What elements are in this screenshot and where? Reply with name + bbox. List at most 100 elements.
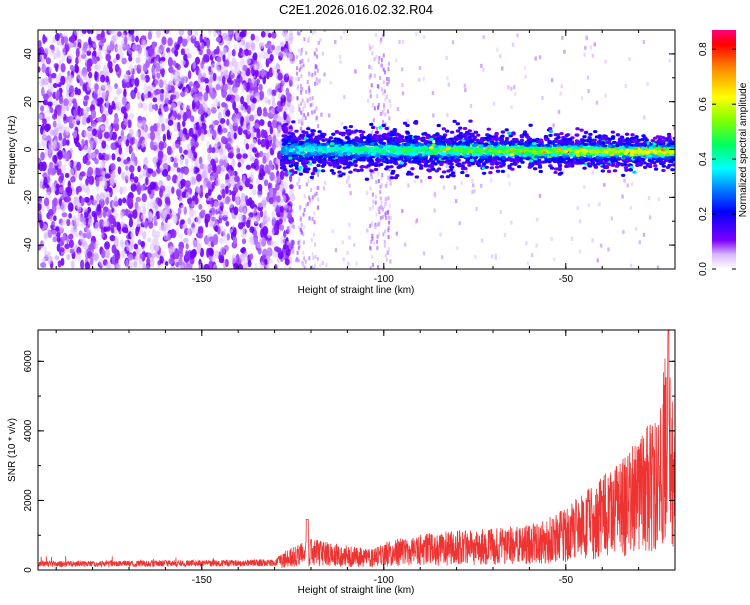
spectrogram-stripe-cell	[379, 184, 382, 189]
spectrogram-noise-cell	[217, 111, 222, 121]
spectrogram-noise-cell	[68, 212, 72, 219]
spectrogram-signal-cell	[320, 169, 326, 173]
spectrogram-noise-cell	[261, 42, 265, 49]
spectrogram-signal-cell	[455, 129, 461, 133]
spectrogram-stripe-cell	[314, 64, 317, 69]
spectrogram-noise-cell	[225, 110, 231, 117]
spectrogram-faint-cell	[301, 107, 305, 112]
spectrogram-noise-cell	[230, 179, 236, 188]
spectrogram-signal-cell	[653, 164, 658, 168]
spectrogram-stripe-cell	[296, 256, 299, 261]
spectrogram-stripe-cell	[380, 182, 383, 187]
spectrogram-noise-cell	[121, 226, 127, 233]
spectrogram-noise-cell	[146, 237, 152, 243]
spectrogram-stripe-cell	[296, 84, 299, 89]
spectrogram-noise-cell	[101, 91, 108, 100]
spectrogram-noise-cell	[137, 102, 142, 109]
spectrogram-stripe-cell	[301, 86, 304, 91]
spectrogram-stripe-cell	[313, 51, 316, 56]
spectrogram-stripe-cell	[387, 226, 390, 231]
spectrogram-noise-cell	[139, 253, 144, 259]
spectrogram-noise-cell	[191, 238, 197, 249]
spectrogram-noise-cell	[166, 145, 172, 156]
spectrogram-noise-cell	[61, 36, 65, 46]
spectrogram-noise-cell	[172, 60, 177, 67]
spectrogram-stripe-cell	[383, 103, 386, 108]
spectrogram-faint-cell	[415, 31, 418, 36]
spectrogram-noise-cell	[222, 210, 229, 218]
spectrogram-noise-cell	[248, 197, 253, 207]
spectrogram-stripe-cell	[311, 217, 314, 222]
spectrogram-noise-cell	[219, 210, 224, 218]
spectrogram-noise-cell	[217, 124, 222, 133]
spectrogram-stripe-cell	[375, 55, 378, 60]
spectrogram-stripe-cell	[297, 258, 300, 263]
spectrogram-noise-cell	[40, 137, 45, 147]
spectrogram-faint-cell	[433, 208, 436, 213]
spectrogram-noise-cell	[83, 41, 89, 49]
spectrogram-noise-cell	[250, 132, 255, 139]
spectrogram-noise-cell	[121, 96, 127, 106]
spectrogram-noise-cell	[97, 116, 103, 123]
spectrogram-noise-cell	[272, 250, 278, 258]
spectrogram-noise-cell	[48, 143, 54, 154]
spectrogram-signal-cell	[575, 127, 580, 131]
spectrogram-signal-cell	[458, 126, 463, 130]
spectrogram-noise-cell	[209, 220, 214, 228]
spectrogram-noise-cell	[220, 246, 226, 257]
spectrogram-noise-cell	[192, 60, 197, 70]
spectrogram-stripe-cell	[371, 221, 374, 226]
spectrogram-noise-cell	[284, 31, 288, 41]
spectrogram-noise-cell	[176, 100, 183, 107]
spectrogram-noise-cell	[103, 131, 110, 139]
spectrogram-noise-cell	[39, 125, 44, 135]
spectrogram-noise-cell	[211, 207, 216, 216]
spectrogram-faint-cell	[445, 55, 448, 60]
spectrogram-faint-cell	[323, 72, 326, 77]
spectrogram-signal-cell	[290, 132, 295, 136]
spectrogram-faint-cell	[600, 243, 603, 248]
spectrogram-noise-cell	[125, 258, 129, 269]
spectrogram-signal-cell	[381, 123, 386, 128]
spectrogram-noise-cell	[55, 64, 59, 72]
spectrogram-noise-cell	[122, 197, 127, 204]
spectrogram-noise-cell	[178, 233, 183, 240]
spectrogram-noise-cell	[220, 165, 226, 172]
spectrogram-stripe-cell	[387, 109, 390, 114]
spectrogram-noise-cell	[241, 83, 245, 92]
spectrogram-signal-cell	[547, 127, 553, 131]
spectrogram-noise-cell	[174, 249, 180, 260]
spectrogram-stripe-cell	[382, 67, 385, 72]
spectrogram-signal-cell	[348, 170, 353, 174]
spectrogram-faint-cell	[482, 67, 485, 72]
spectrogram-signal-cell	[667, 163, 672, 167]
spectrogram-noise-cell	[204, 77, 209, 84]
spectrogram-noise-cell	[202, 180, 207, 191]
spectrogram-signal-cell	[445, 175, 451, 179]
spectrogram-noise-cell	[278, 218, 283, 225]
spectrogram-stripe-cell	[389, 174, 392, 179]
spectrogram-faint-cell	[319, 263, 322, 268]
spectrogram-noise-cell	[212, 72, 217, 82]
spectrogram-faint-cell	[526, 260, 530, 265]
spectrogram-faint-cell	[586, 75, 590, 80]
spectrogram-stripe-cell	[384, 229, 387, 234]
spectrogram-stripe-cell	[297, 77, 300, 82]
spectrogram-noise-cell	[136, 91, 141, 100]
spectrogram-noise-cell	[43, 197, 50, 207]
spectrogram-noise-cell	[211, 181, 215, 190]
spectrogram-stripe-cell	[313, 220, 316, 225]
spectrogram-noise-cell	[73, 40, 78, 49]
spectrogram-noise-cell	[91, 210, 97, 218]
spectrogram-noise-cell	[269, 172, 275, 182]
spectrogram-faint-cell	[456, 246, 459, 251]
spectrogram-noise-cell	[69, 248, 75, 254]
spectrogram-faint-cell	[534, 56, 537, 61]
spectrogram-stripe-cell	[317, 197, 320, 202]
spectrogram-noise-cell	[250, 33, 256, 41]
spectrogram-noise-cell	[190, 137, 195, 147]
spectrogram-signal-cell	[671, 163, 675, 167]
spectrogram-noise-cell	[51, 220, 55, 226]
spectrogram-stripe-cell	[298, 31, 301, 36]
spectrogram-noise-cell	[116, 222, 121, 232]
